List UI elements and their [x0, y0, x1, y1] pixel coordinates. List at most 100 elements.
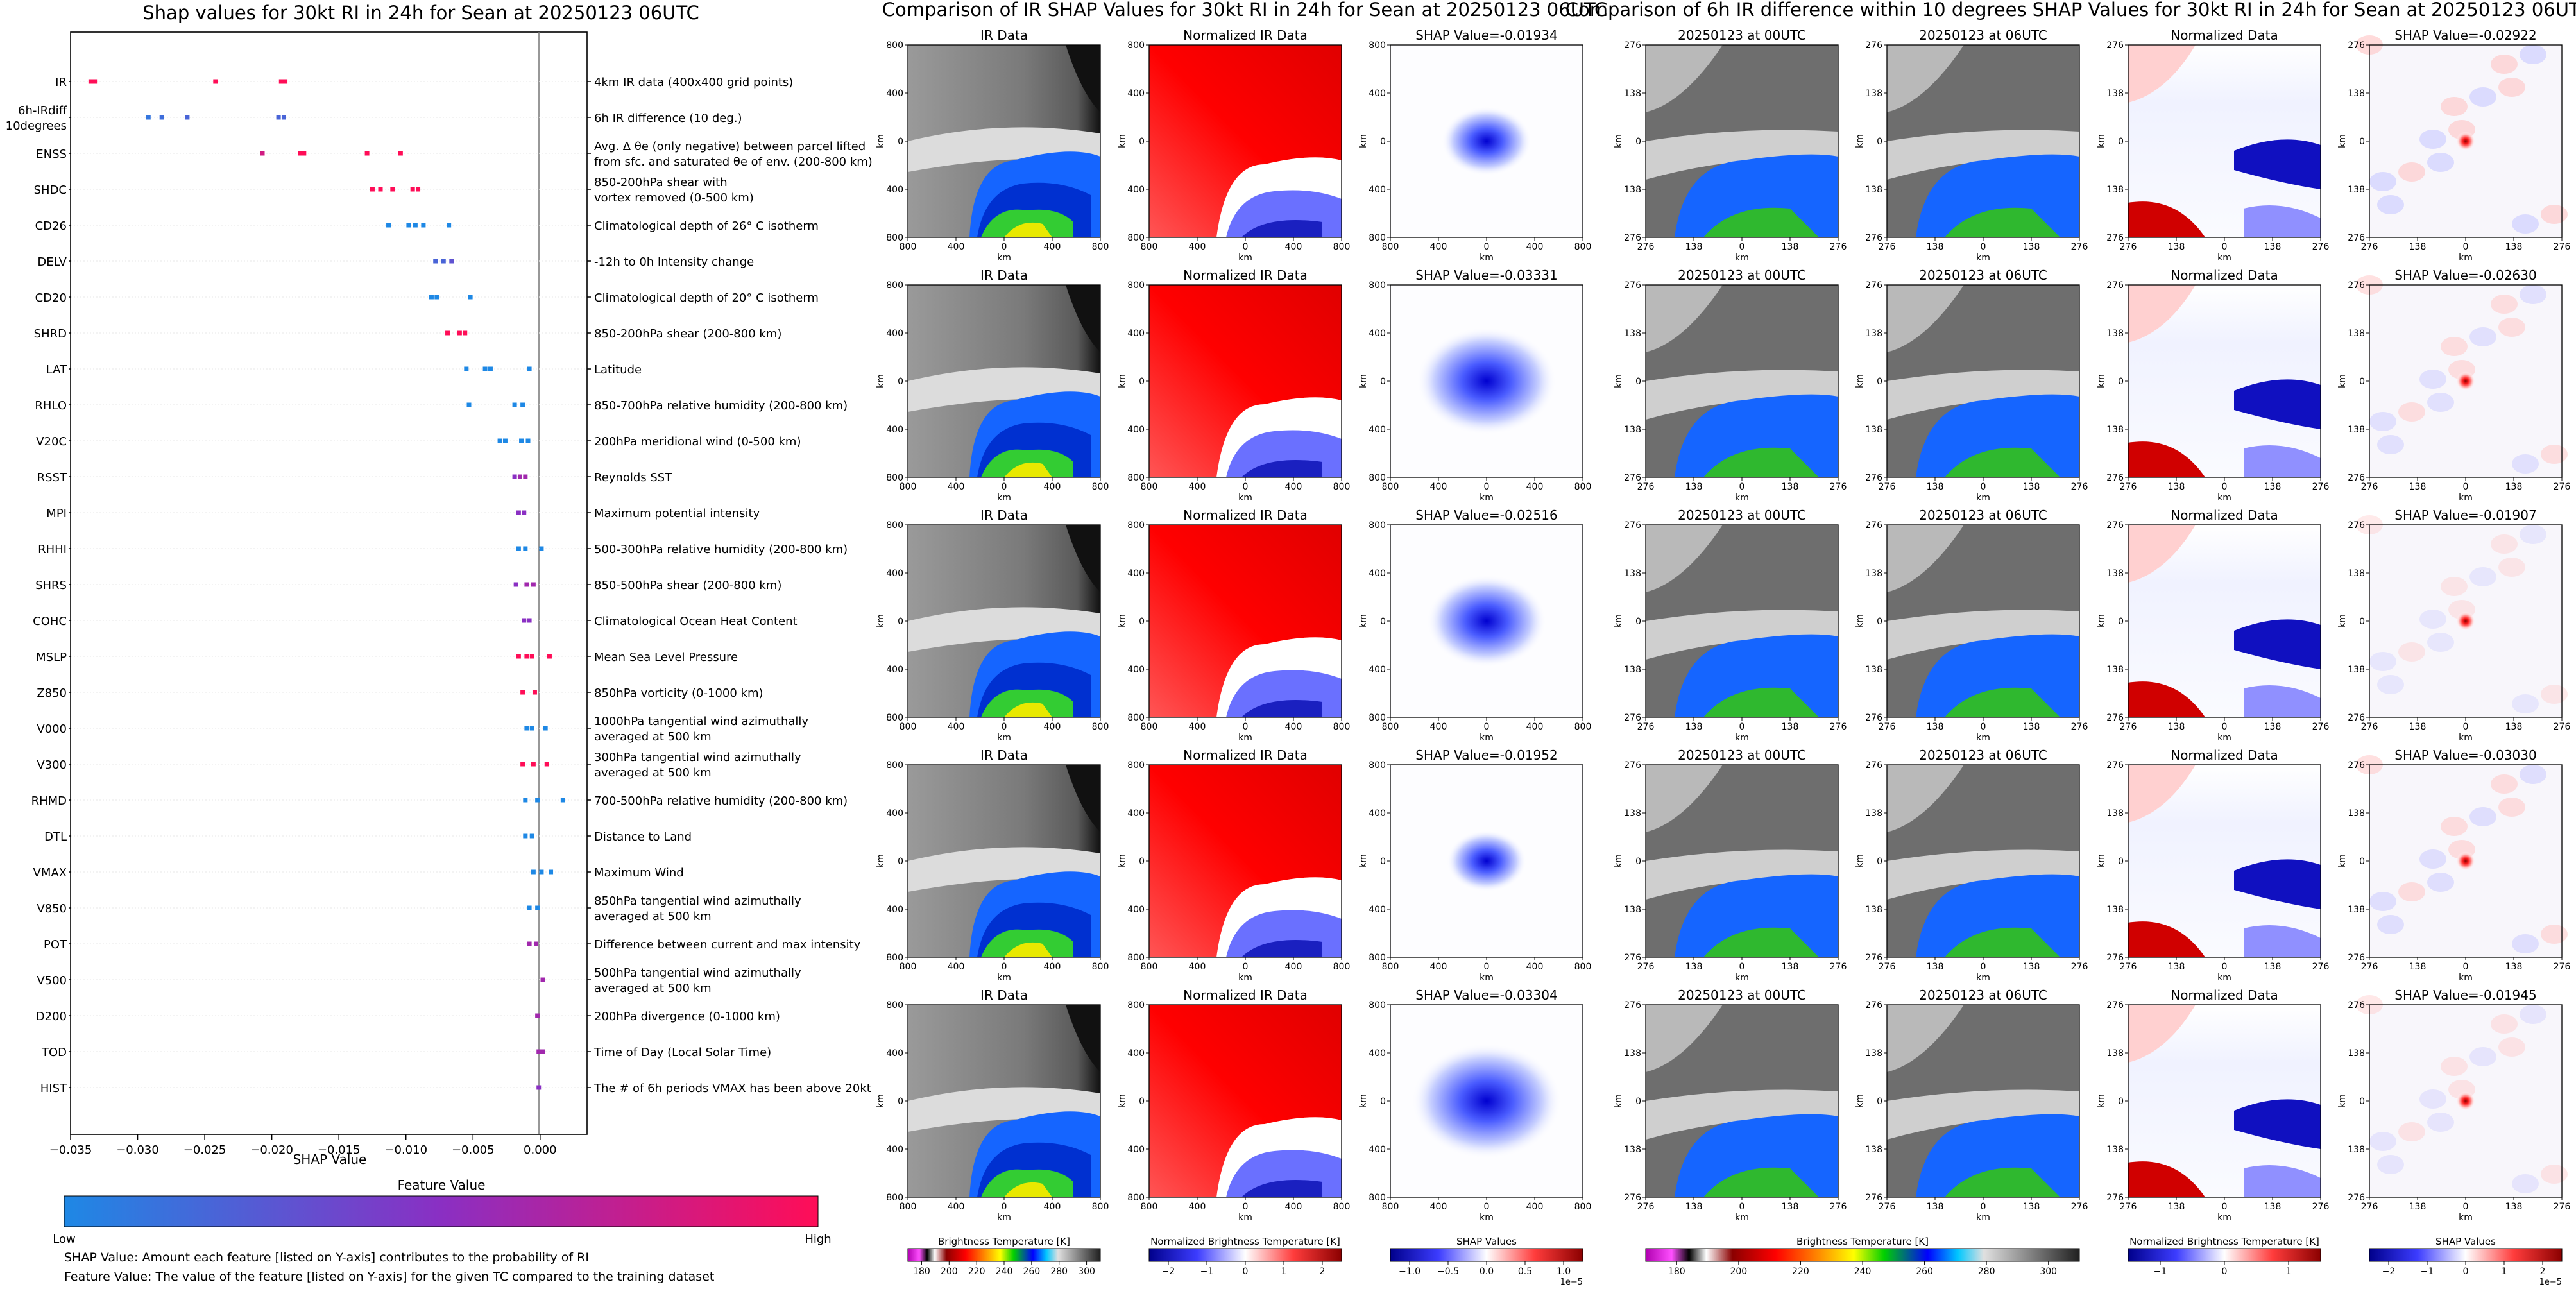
shap-point	[449, 259, 454, 264]
feature-description: Maximum Wind	[594, 866, 684, 880]
y-axis-label: km	[876, 374, 886, 388]
colorbar-tick-label: 280	[1050, 1267, 1068, 1277]
shap-map-patch	[2512, 214, 2539, 234]
subplot-title: IR Data	[980, 268, 1028, 283]
x-ticks: −0.035 −0.030 −0.025 −0.020 −0.015 −0.010 −0.0…	[49, 1134, 557, 1157]
shap-map-patch	[2427, 873, 2454, 892]
x-tick-label: 276	[1830, 242, 1847, 252]
y-tick-label: 276	[2106, 280, 2124, 291]
y-axis-label: km	[2337, 134, 2348, 148]
y-tick-label: 800	[1127, 280, 1145, 291]
y-tick-label: 0	[2118, 1097, 2124, 1107]
x-tick-label: 800	[900, 242, 917, 252]
ir-bright-band	[908, 607, 1100, 652]
shap-map-blob	[1412, 1043, 1562, 1159]
shap-map-patch	[2398, 642, 2425, 662]
y-tick-label: 138	[2348, 329, 2365, 339]
y-tick-label: 276	[1865, 760, 1882, 771]
y-tick-label: 0	[1635, 137, 1641, 147]
x-tick-label: 276	[1879, 482, 1896, 492]
norm-data-blue-area	[2234, 619, 2321, 669]
x-tick-label: −0.025	[183, 1143, 226, 1157]
x-tick-label: 0	[1002, 1202, 1007, 1212]
y-tick-label: 276	[2106, 760, 2124, 771]
y-tick-label: 138	[1624, 185, 1641, 195]
shap-point	[522, 510, 527, 515]
feature-description: 300hPa tangential wind azimuthally	[594, 751, 801, 764]
x-tick-label: 138	[1927, 482, 1944, 492]
x-axis-label: km	[2459, 253, 2473, 263]
subplot-title: SHAP Value=-0.03030	[2394, 747, 2536, 763]
x-tick-label: 138	[1685, 242, 1703, 252]
y-tick-label: 138	[1624, 1145, 1641, 1155]
feature-description: 850-200hPa shear with	[594, 176, 728, 189]
norm-data-blue-area	[2234, 379, 2321, 429]
x-axis-label: km	[2459, 733, 2473, 743]
ir-bright-band	[908, 1087, 1100, 1132]
y-tick-label: 0	[2118, 377, 2124, 387]
x-tick-label: 800	[1333, 482, 1351, 492]
shap-map-patch	[2469, 1047, 2496, 1066]
ir-bright-band	[1887, 849, 2079, 900]
shap-map-center	[2456, 371, 2475, 391]
x-tick-label: 276	[2312, 482, 2330, 492]
y-tick-label: 400	[1369, 89, 1386, 99]
feature-description: Distance to Land	[594, 830, 692, 844]
y-tick-label: 276	[2106, 953, 2124, 963]
norm-ir-darkblue	[1241, 220, 1322, 237]
x-tick-label: 0	[1739, 1202, 1745, 1212]
colorbar	[2128, 1248, 2321, 1262]
shap-map-patch	[2512, 934, 2539, 953]
feature-description: 1000hPa tangential wind azimuthally	[594, 715, 808, 728]
ir-bright-region	[1646, 525, 1723, 592]
x-tick-label: 0	[2463, 722, 2469, 732]
x-tick-label: 400	[1189, 962, 1206, 972]
y-tick-label: 400	[1369, 808, 1386, 819]
feature-description: 6h IR difference (10 deg.)	[594, 112, 742, 125]
y-axis-label: km	[876, 134, 886, 148]
x-tick-label: 0	[1002, 482, 1007, 492]
x-tick-label: 138	[2023, 722, 2040, 732]
x-tick-label: 0	[1981, 962, 1986, 972]
ir-bright-region	[1887, 525, 1964, 592]
y-tick-label: 0	[1380, 617, 1386, 627]
y-tick-label: 800	[1127, 953, 1145, 963]
shap-map-blob	[1446, 830, 1527, 892]
feature-row: CD26 Climatological depth of 26° C isothe…	[35, 219, 819, 233]
shap-point	[463, 330, 468, 336]
x-tick-label: 0	[2222, 482, 2228, 492]
y-tick-label: 138	[2106, 808, 2124, 819]
x-tick-label: 400	[1285, 242, 1302, 252]
y-axis-label: km	[1614, 134, 1624, 148]
y-tick-label: 138	[2106, 568, 2124, 579]
x-tick-label: 276	[2312, 242, 2330, 252]
shap-point	[390, 187, 395, 192]
shap-point	[531, 762, 536, 767]
ir-subplot: Normalized IR Data8008004004000040040080…	[1117, 508, 1350, 743]
shap-point	[421, 223, 426, 228]
shap-point	[298, 151, 303, 156]
ir-coldest-yellow	[1004, 942, 1052, 957]
colorbar-tick-label: 220	[968, 1267, 985, 1277]
feature-description: Avg. Δ θe (only negative) between parcel…	[594, 140, 866, 153]
shap-point	[519, 438, 524, 443]
feature-row: IR 4km IR data (400x400 grid points)	[55, 76, 793, 89]
y-tick-label: 0	[2118, 617, 2124, 627]
irdiff-subplot: Normalized Data2762761381380013813827627…	[2096, 508, 2329, 743]
y-tick-label: 0	[2359, 137, 2365, 147]
shap-point	[513, 582, 518, 587]
y-tick-label: 276	[2348, 1000, 2365, 1011]
x-tick-label: 276	[2071, 722, 2088, 732]
x-tick-label: 276	[1830, 962, 1847, 972]
x-tick-label: 276	[2312, 1202, 2330, 1212]
y-tick-label: 276	[2106, 520, 2124, 531]
subplot-title: 20250123 at 00UTC	[1678, 28, 1806, 43]
footnote-shap: SHAP Value: Amount each feature [listed …	[64, 1251, 589, 1265]
shap-point	[302, 151, 307, 156]
subplot-title: 20250123 at 06UTC	[1919, 508, 2047, 523]
shap-map-patch	[2427, 153, 2454, 172]
feature-description: 700-500hPa relative humidity (200-800 km…	[594, 794, 848, 808]
x-tick-label: 0	[1484, 482, 1490, 492]
